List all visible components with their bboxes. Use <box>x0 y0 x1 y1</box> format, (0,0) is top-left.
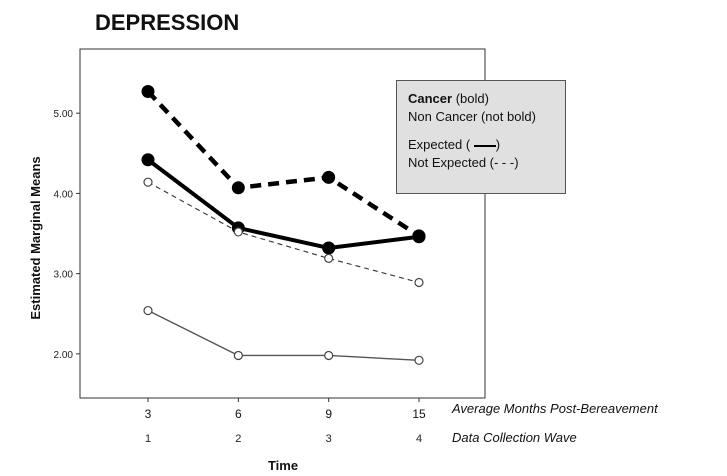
data-point <box>143 305 153 316</box>
x-primary-caption: Data Collection Wave <box>452 430 577 445</box>
y-axis-label: Estimated Marginal Means <box>28 156 43 319</box>
data-point <box>324 350 334 361</box>
data-point <box>412 230 426 244</box>
series-layer <box>141 85 426 365</box>
x-secondary-caption: Average Months Post-Bereavement <box>451 401 659 416</box>
x-tick-label: 3 <box>326 433 332 445</box>
plot-frame <box>79 48 486 399</box>
data-point <box>233 350 243 361</box>
series-line-3 <box>147 181 420 284</box>
x-axis-label: Time <box>268 458 298 473</box>
x-tick-label-months: 6 <box>235 407 242 421</box>
x-tick-label-months: 3 <box>145 407 152 421</box>
legend-expected: Expected ( ) <box>408 136 554 154</box>
legend-cancer-note: (bold) <box>452 91 489 106</box>
chart-title: DEPRESSION <box>95 10 239 35</box>
data-point <box>414 355 424 365</box>
y-tick-label: 2.00 <box>54 350 74 361</box>
x-tick-label: 4 <box>416 433 422 445</box>
data-point <box>141 153 155 167</box>
data-point <box>414 277 424 288</box>
data-point <box>324 253 334 263</box>
data-point <box>233 227 243 237</box>
series-line-4 <box>147 309 420 361</box>
x-tick-label-months: 15 <box>412 407 426 421</box>
x-tick-label: 1 <box>145 433 151 445</box>
y-tick-label: 5.00 <box>54 109 74 120</box>
y-tick-label: 4.00 <box>54 189 74 200</box>
data-point <box>322 170 336 184</box>
x-tick-label-months: 9 <box>325 407 332 421</box>
data-point <box>141 85 155 99</box>
x-tick-label: 2 <box>235 433 241 445</box>
x-axis-ticks: 1 3 2 6 3 9 4 15 <box>145 398 426 445</box>
legend-cancer-label: Cancer <box>408 91 453 106</box>
y-axis-ticks: 2.00 3.00 4.00 5.00 <box>54 109 80 361</box>
series-line-1 <box>146 89 421 238</box>
legend-expected-pre: Expected ( <box>408 137 474 152</box>
legend-expected-post: ) <box>495 137 501 152</box>
legend-not-expected: Not Expected (- - -) <box>408 155 519 170</box>
series-line-2 <box>146 158 420 250</box>
data-point <box>322 241 336 255</box>
data-point <box>143 177 153 187</box>
legend-non-cancer: Non Cancer (not bold) <box>408 109 536 124</box>
data-point <box>231 181 245 195</box>
legend-solid-line-swatch <box>473 144 496 147</box>
legend-cancer: Cancer (bold) <box>408 90 554 108</box>
y-tick-label: 3.00 <box>54 270 74 281</box>
legend: Cancer (bold) Non Cancer (not bold) Expe… <box>396 80 566 194</box>
